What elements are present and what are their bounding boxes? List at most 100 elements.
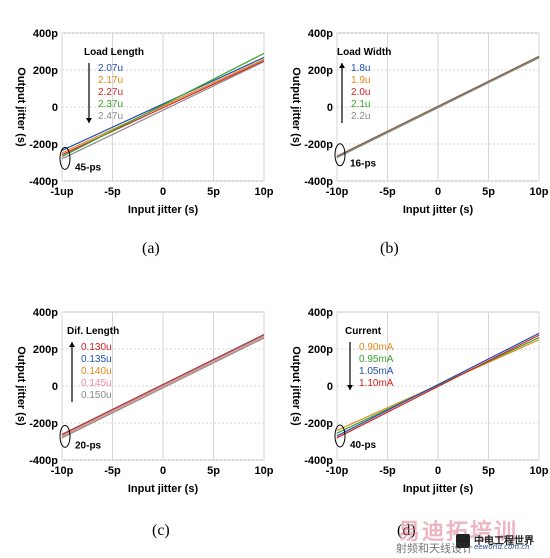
spread-annotation: 40-ps: [350, 440, 377, 451]
chart-panel-a: -1up -5p 0 5p 10p 400p 200p 0 -200p -400p Input ji…: [0, 0, 275, 279]
y-tick-label: -400p: [304, 176, 333, 188]
y-tick-label: -400p: [29, 455, 58, 467]
y-tick-label: 0: [52, 381, 58, 393]
x-axis-label: Input jitter (s): [403, 204, 474, 216]
y-tick-label: -200p: [304, 418, 333, 430]
legend-title: Load Width: [337, 47, 391, 58]
legend-entry: 2.0u: [351, 87, 370, 98]
legend-entry: 0.145u: [81, 378, 112, 389]
legend-entry: 0.95mA: [359, 354, 394, 365]
series-line: [336, 57, 540, 159]
legend-entry: 1.8u: [351, 63, 370, 74]
y-tick-label: 200p: [33, 344, 58, 356]
legend-entry: 1.9u: [351, 75, 370, 86]
x-tick-label: 0: [160, 186, 166, 198]
legend-entry: 1.10mA: [359, 378, 394, 389]
legend-entry: 2.2u: [351, 111, 370, 122]
x-axis-label: Input jitter (s): [403, 483, 474, 495]
y-axis-label: Output jitter (s): [290, 67, 302, 147]
watermark-subtitle: 射频和天线设计: [396, 542, 473, 555]
y-tick-label: 200p: [308, 65, 333, 77]
x-tick-label: 0: [435, 465, 441, 477]
x-tick-label: 0: [160, 465, 166, 477]
x-tick-label: -5p: [104, 465, 121, 477]
legend-arrowhead: [347, 385, 353, 390]
legend-arrowhead: [86, 118, 92, 123]
series-line: [61, 61, 265, 160]
x-tick-label: -5p: [379, 465, 396, 477]
caption-a: (a): [142, 240, 160, 257]
x-tick-label: -5p: [379, 186, 396, 198]
x-tick-label: 5p: [207, 465, 220, 477]
series-line: [61, 58, 265, 154]
y-tick-label: -400p: [29, 176, 58, 188]
x-tick-label: -1up: [50, 186, 74, 198]
y-tick-label: 400p: [308, 28, 333, 40]
x-axis-label: Input jitter (s): [128, 483, 199, 495]
caption-b: (b): [380, 240, 399, 257]
spread-ellipse: [59, 424, 71, 448]
y-axis-label: Output jitter (s): [15, 67, 27, 147]
legend-title: Dif. Length: [67, 326, 119, 337]
y-tick-label: 400p: [33, 307, 58, 319]
y-tick-label: -200p: [304, 139, 333, 151]
x-tick-label: -10p: [326, 465, 349, 477]
legend-entry: 2.37u: [98, 99, 123, 110]
x-tick-label: 10p: [530, 465, 549, 477]
y-tick-label: 200p: [308, 344, 333, 356]
watermark-brand: 中电工程世界: [474, 536, 534, 547]
y-tick-label: 400p: [308, 307, 333, 319]
spread-ellipse: [59, 146, 71, 170]
series-line: [336, 336, 540, 434]
x-axis-label: Input jitter (s): [128, 204, 199, 216]
chart-svg: -10p -5p 0 5p 10p 400p 200p 0 -200p -400p Input ji…: [290, 307, 549, 495]
spread-annotation: 45-ps: [75, 162, 102, 173]
y-tick-label: 400p: [33, 28, 58, 40]
x-tick-label: 5p: [482, 186, 495, 198]
chart-svg: -1up -5p 0 5p 10p 400p 200p 0 -200p -400p Input ji…: [15, 28, 274, 216]
y-axis-label: Output jitter (s): [15, 346, 27, 426]
legend-entry: 2.47u: [98, 111, 123, 122]
y-tick-label: 200p: [33, 65, 58, 77]
legend-entry: 0.140u: [81, 366, 112, 377]
chart-svg: -10p -5p 0 5p 10p 400p 200p 0 -200p -400p Input ji…: [290, 28, 549, 216]
legend-arrowhead: [69, 342, 75, 347]
x-tick-label: -10p: [51, 465, 74, 477]
legend-entry: 0.130u: [81, 342, 112, 353]
legend-entry: 0.150u: [81, 390, 112, 401]
legend-title: Load Length: [84, 47, 144, 58]
caption-c: (c): [152, 522, 170, 539]
caption-d: (d): [397, 522, 416, 539]
legend-entry: 0.90mA: [359, 342, 394, 353]
y-tick-label: 0: [327, 381, 333, 393]
series-line: [61, 56, 265, 152]
series-line: [61, 335, 265, 437]
x-tick-label: -10p: [326, 186, 349, 198]
series-line: [336, 334, 540, 439]
y-tick-label: -200p: [29, 139, 58, 151]
chart-panel-c: -10p -5p 0 5p 10p 400p 200p 0 -200p -400p Input ji…: [0, 279, 275, 558]
series-line: [61, 335, 265, 437]
spread-ellipse: [334, 143, 346, 167]
x-tick-label: 5p: [482, 465, 495, 477]
chart-panel-d: -10p -5p 0 5p 10p 400p 200p 0 -200p -400p Input ji…: [275, 279, 550, 558]
legend-entry: 2.27u: [98, 87, 123, 98]
watermark-url: eeworld.com.cn: [474, 543, 530, 551]
watermark: 易迪拓培训 中电工程世界 eeworld.com.cn 射频和天线设计: [396, 514, 546, 555]
spread-annotation: 16-ps: [350, 159, 377, 170]
legend-entry: 2.17u: [98, 75, 123, 86]
spread-ellipse: [334, 424, 346, 448]
legend-entry: 2.1u: [351, 99, 370, 110]
x-tick-label: 10p: [255, 186, 274, 198]
legend-arrowhead: [339, 63, 345, 68]
legend-entry: 0.135u: [81, 354, 112, 365]
y-tick-label: -200p: [29, 418, 58, 430]
legend-title: Current: [345, 326, 382, 337]
x-tick-label: -5p: [104, 186, 121, 198]
x-tick-label: 10p: [530, 186, 549, 198]
y-tick-label: -400p: [304, 455, 333, 467]
legend-entry: 2.07u: [98, 63, 123, 74]
chart-panel-b: -10p -5p 0 5p 10p 400p 200p 0 -200p -400p Input ji…: [275, 0, 550, 279]
spread-annotation: 20-ps: [75, 440, 102, 451]
series-line: [61, 52, 265, 158]
